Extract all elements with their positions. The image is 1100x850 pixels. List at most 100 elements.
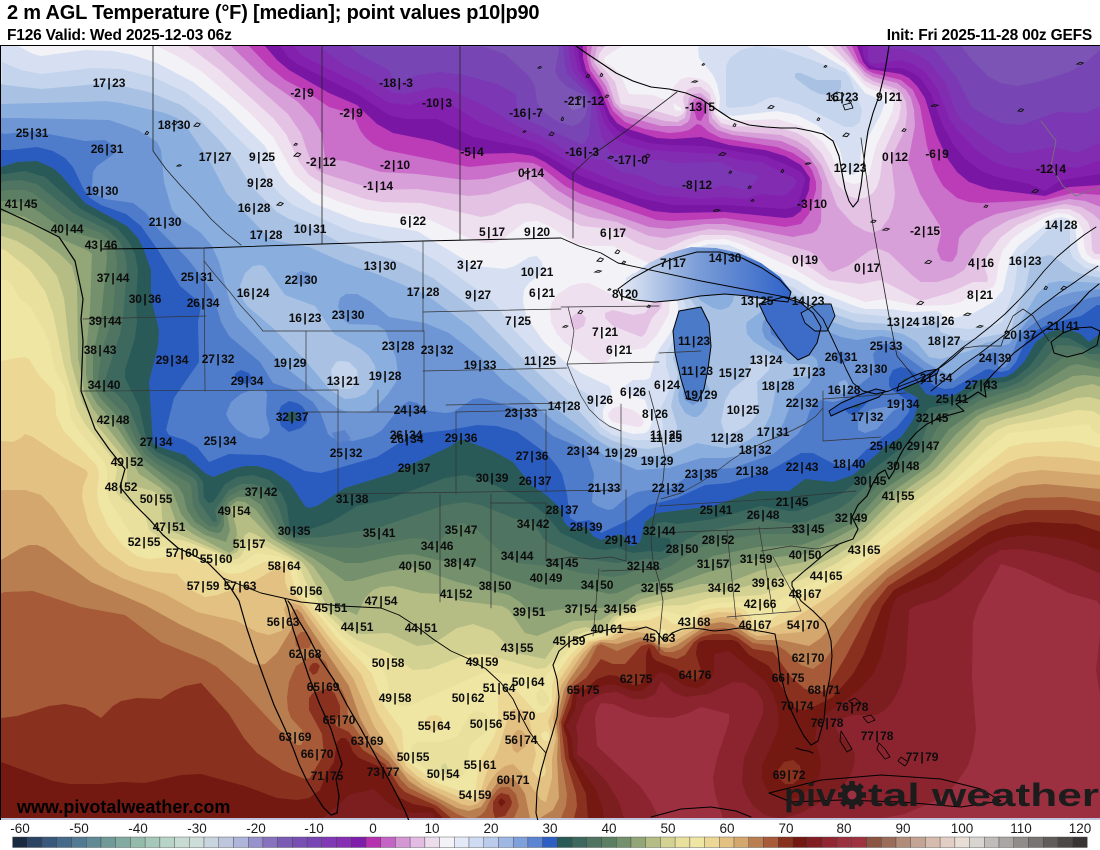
svg-text:46|67: 46 | 67 [739,618,772,632]
svg-text:38|50: 38 | 50 [479,579,512,593]
svg-text:8|21: 8 | 21 [967,288,993,302]
svg-text:34|40: 34 | 40 [88,378,121,392]
svg-text:54|70: 54 | 70 [787,618,820,632]
svg-text:tal weather: tal weather [868,777,1099,813]
svg-text:-60: -60 [10,821,30,836]
svg-text:43|65: 43 | 65 [848,543,881,557]
svg-text:34|56: 34 | 56 [604,602,637,616]
svg-text:34|46: 34 | 46 [421,539,454,553]
svg-text:17|23: 17 | 23 [793,365,826,379]
svg-text:14|28: 14 | 28 [548,399,581,413]
svg-text:30|36: 30 | 36 [129,292,162,306]
svg-text:29|41: 29 | 41 [605,533,638,547]
svg-text:43|46: 43 | 46 [85,238,118,252]
svg-text:66|75: 66 | 75 [772,671,805,685]
svg-text:27|34: 27 | 34 [140,435,173,449]
svg-text:23|28: 23 | 28 [382,339,415,353]
svg-text:21|34: 21 | 34 [920,371,953,385]
svg-text:29|47: 29 | 47 [907,439,940,453]
svg-text:38|47: 38 | 47 [444,556,477,570]
svg-text:23|32: 23 | 32 [421,343,454,357]
svg-text:19|28: 19 | 28 [369,369,402,383]
svg-text:62|68: 62 | 68 [289,647,322,661]
svg-text:40|61: 40 | 61 [591,622,624,636]
svg-text:77|79: 77 | 79 [906,750,939,764]
svg-text:120: 120 [1069,821,1092,836]
svg-text:25|31: 25 | 31 [181,270,214,284]
svg-text:48|67: 48 | 67 [789,587,822,601]
svg-text:29|37: 29 | 37 [398,461,431,475]
svg-text:21|45: 21 | 45 [776,495,809,509]
svg-text:39|51: 39 | 51 [513,605,546,619]
svg-text:28|50: 28 | 50 [666,542,699,556]
svg-text:64|76: 64 | 76 [679,668,712,682]
svg-text:-6|9: -6 | 9 [925,147,949,161]
svg-text:17|28: 17 | 28 [407,285,440,299]
svg-text:40: 40 [601,821,616,836]
svg-text:45|63: 45 | 63 [643,631,676,645]
svg-text:60: 60 [719,821,734,836]
svg-text:21|30: 21 | 30 [149,215,182,229]
svg-text:11|25: 11 | 25 [650,428,682,442]
svg-text:39|44: 39 | 44 [89,314,122,328]
svg-text:54|59: 54 | 59 [459,788,492,802]
svg-text:34|62: 34 | 62 [708,581,741,595]
svg-text:56|63: 56 | 63 [267,615,300,629]
svg-text:65|75: 65 | 75 [567,683,600,697]
svg-text:50|64: 50 | 64 [512,675,545,689]
svg-text:50|62: 50 | 62 [452,691,485,705]
svg-text:45|51: 45 | 51 [315,601,348,615]
svg-text:34|42: 34 | 42 [517,517,550,531]
svg-text:55|64: 55 | 64 [418,719,451,733]
svg-text:22|32: 22 | 32 [652,481,685,495]
svg-text:5|17: 5 | 17 [479,225,505,239]
svg-text:57|60: 57 | 60 [166,546,199,560]
svg-text:0|12: 0 | 12 [882,150,908,164]
svg-text:60|71: 60 | 71 [497,773,530,787]
svg-text:41|52: 41 | 52 [440,587,473,601]
svg-text:9|21: 9 | 21 [876,90,902,104]
svg-text:-3|10: -3 | 10 [797,197,827,211]
svg-text:26|37: 26 | 37 [519,474,552,488]
svg-text:-5|4: -5 | 4 [460,145,484,159]
svg-text:43|55: 43 | 55 [501,641,534,655]
svg-text:-50: -50 [69,821,89,836]
svg-text:18|26: 18 | 26 [922,314,955,328]
svg-text:28|52: 28 | 52 [702,533,735,547]
svg-text:49|58: 49 | 58 [379,691,412,705]
svg-text:12|28: 12 | 28 [711,431,744,445]
svg-text:0: 0 [369,821,377,836]
svg-text:65|70: 65 | 70 [323,713,356,727]
svg-text:31|57: 31 | 57 [697,557,730,571]
svg-text:57|63: 57 | 63 [224,579,257,593]
svg-text:14|23: 14 | 23 [792,294,825,308]
svg-text:62|75: 62 | 75 [620,672,653,686]
svg-text:49|54: 49 | 54 [218,504,251,518]
svg-text:30|48: 30 | 48 [887,459,920,473]
svg-text:45|59: 45 | 59 [553,634,586,648]
svg-text:29|34: 29 | 34 [231,374,264,388]
svg-text:-8|12: -8 | 12 [682,178,712,192]
svg-text:23|34: 23 | 34 [567,444,600,458]
svg-text:56|74: 56 | 74 [505,733,538,747]
svg-text:9|25: 9 | 25 [249,150,275,164]
svg-text:32|44: 32 | 44 [643,524,676,538]
svg-text:19|33: 19 | 33 [464,358,497,372]
svg-text:77|78: 77 | 78 [861,729,894,743]
svg-text:58|64: 58 | 64 [268,559,301,573]
svg-text:76|78: 76 | 78 [836,700,869,714]
svg-text:4|16: 4 | 16 [968,256,994,270]
svg-text:30|45: 30 | 45 [854,474,887,488]
svg-text:12|23: 12 | 23 [834,161,867,175]
svg-text:48|52: 48 | 52 [105,480,138,494]
svg-text:28|39: 28 | 39 [570,520,603,534]
svg-text:30|39: 30 | 39 [476,471,509,485]
svg-text:piv: piv [784,777,836,813]
svg-text:37|44: 37 | 44 [97,271,130,285]
svg-text:47|54: 47 | 54 [365,594,398,608]
svg-text:19|29: 19 | 29 [641,454,674,468]
svg-text:34|50: 34 | 50 [581,578,614,592]
svg-text:62|70: 62 | 70 [792,651,825,665]
svg-text:11|23: 11 | 23 [678,334,710,348]
svg-text:26|31: 26 | 31 [91,142,124,156]
